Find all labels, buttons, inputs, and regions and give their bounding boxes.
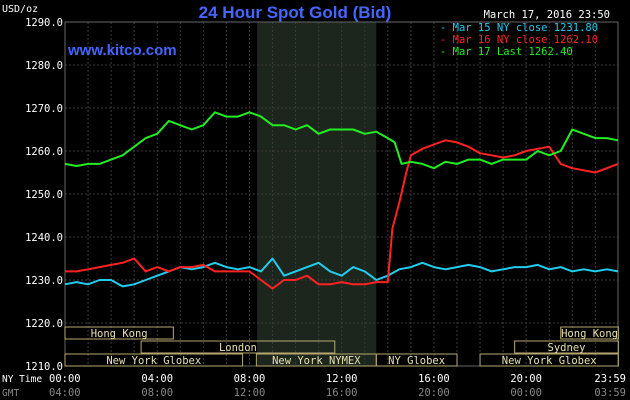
x-tick-label-ny: 20:00 <box>510 373 542 385</box>
x-tick-label-gmt: 20:00 <box>418 387 450 399</box>
session-bar <box>64 326 174 340</box>
x-tick-label-ny: 00:00 <box>49 373 81 385</box>
session-bar <box>64 353 244 367</box>
x-tick-label-gmt: 12:00 <box>234 387 266 399</box>
session-bar <box>514 340 619 354</box>
session-bar <box>375 353 458 367</box>
y-tick-label: 1290.0 <box>25 17 63 29</box>
session-bar-label: New York Globex <box>106 355 201 367</box>
session-bar <box>140 340 336 354</box>
x-tick-label-ny: 12:00 <box>326 373 358 385</box>
x-tick-label-gmt: 16:00 <box>326 387 358 399</box>
website-link[interactable]: www.kitco.com <box>67 42 177 59</box>
ny-time-row-label: NY Time <box>2 374 42 385</box>
y-tick-label: 1220.0 <box>25 318 63 330</box>
x-tick-label-ny: 23:59 <box>594 373 626 385</box>
x-tick-label-gmt: 03:59 <box>594 387 626 399</box>
session-bar-label: New York NYMEX <box>272 355 361 367</box>
session-bar <box>479 353 619 367</box>
y-tick-label: 1210.0 <box>25 361 63 373</box>
y-tick-label: 1250.0 <box>25 189 63 201</box>
gmt-row-label: GMT <box>2 388 19 399</box>
x-tick-label-ny: 04:00 <box>141 373 173 385</box>
grid <box>64 21 619 367</box>
axes: 1290.0 1280.0 1270.0 1260.0 1250.0 1240.0 1230… <box>2 17 626 399</box>
x-tick-label-gmt: 08:00 <box>141 387 173 399</box>
x-tick-label-ny: 08:00 <box>234 373 266 385</box>
session-bar-label: Hong Kong <box>91 328 148 340</box>
session-bar-label: New York Globex <box>502 355 597 367</box>
session-bar <box>560 326 619 340</box>
series-lines <box>64 111 619 290</box>
y-tick-label: 1230.0 <box>25 275 63 287</box>
legend: - Mar 15 NY close 1231.80- Mar 16 NY clo… <box>440 22 598 58</box>
session-bar-label: Sydney <box>548 342 586 354</box>
timestamp: March 17, 2016 23:50 <box>484 9 610 21</box>
x-tick-label-gmt: 04:00 <box>49 387 81 399</box>
legend-entry: - Mar 17 Last 1262.40 <box>440 46 573 58</box>
series-line <box>65 139 619 290</box>
session-bar-label: Hong Kong <box>561 328 618 340</box>
chart-title: 24 Hour Spot Gold (Bid) <box>199 3 392 22</box>
series-line <box>64 257 619 288</box>
y-tick-label: 1280.0 <box>25 60 63 72</box>
y-tick-label: 1240.0 <box>25 232 63 244</box>
x-tick-label-ny: 16:00 <box>418 373 450 385</box>
legend-entry: - Mar 15 NY close 1231.80 <box>440 22 598 34</box>
y-tick-label: 1270.0 <box>25 103 63 115</box>
y-axis-label: USD/oz <box>2 4 38 15</box>
y-tick-label: 1260.0 <box>25 146 63 158</box>
session-bar-label: London <box>219 342 257 354</box>
shaded-session-region <box>257 22 377 366</box>
legend-entry: - Mar 16 NY close 1262.10 <box>440 34 598 46</box>
session-bar-label: NY Globex <box>388 355 445 367</box>
series-line <box>64 111 619 170</box>
x-tick-label-gmt: 00:00 <box>510 387 542 399</box>
